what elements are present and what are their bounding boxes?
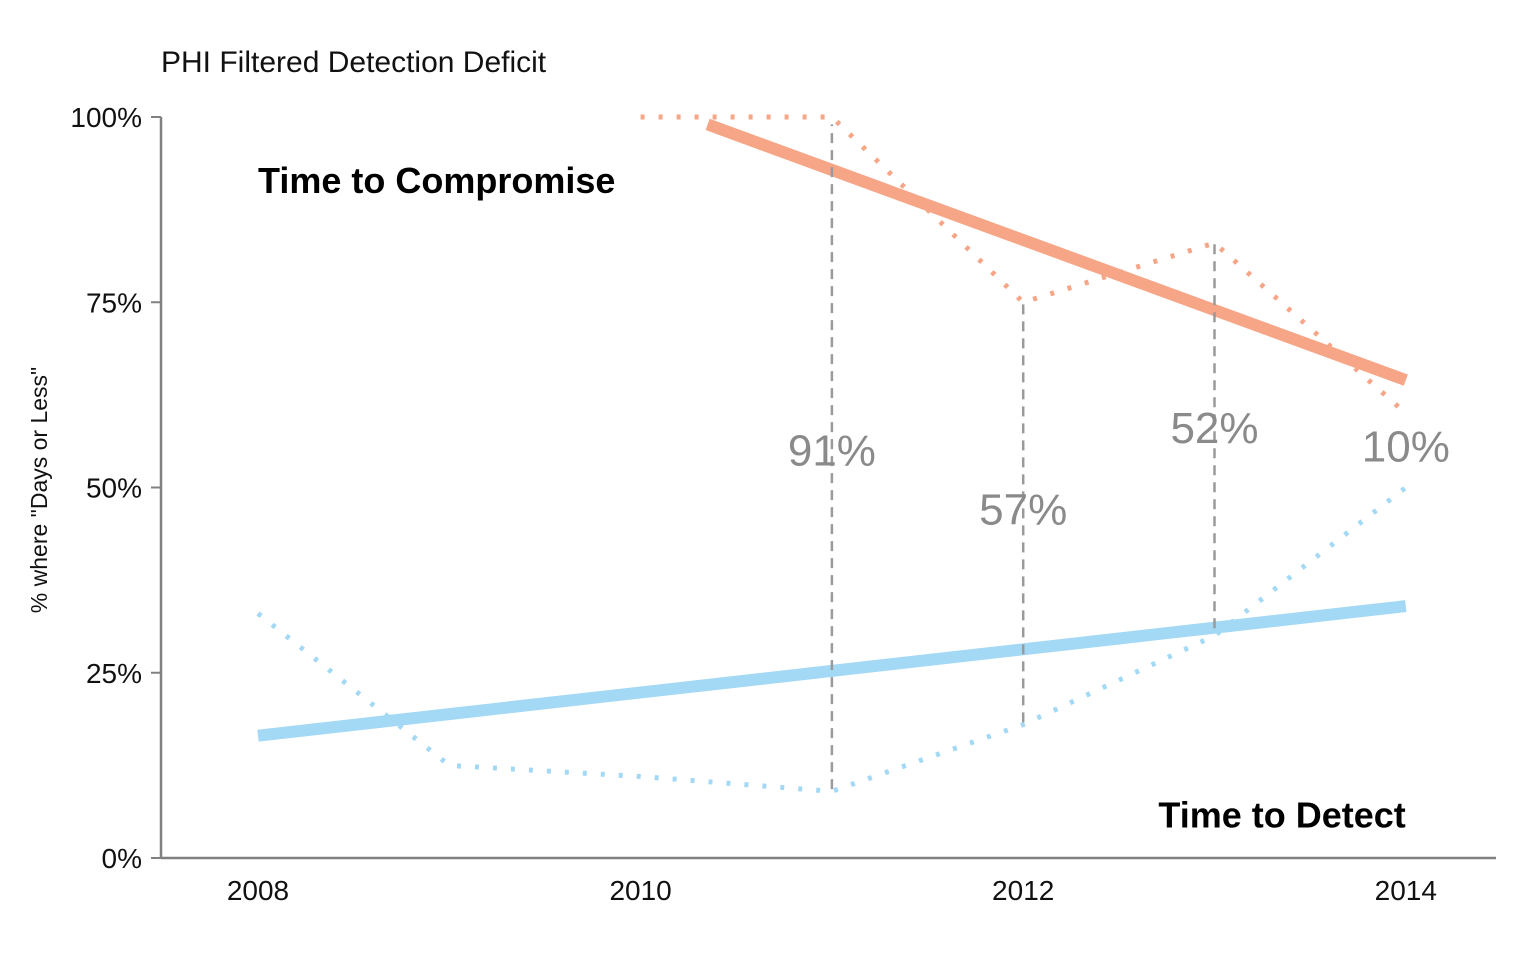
y-tick-label: 100% (70, 102, 142, 133)
time-to-compromise-trend-line (705, 118, 1408, 386)
y-axis-label: % where "Days or Less" (26, 367, 52, 613)
series-label-compromise: Time to Compromise (258, 160, 615, 201)
time-to-compromise-dotted-line (640, 114, 1408, 416)
annotations: 91% 57% 52% 10% Time to Compromise Time to De… (258, 160, 1450, 836)
gap-label: 91% (788, 426, 876, 475)
tick-labels: 0% 25% 50% 75% 100% 2008 2010 2012 2014 (70, 102, 1437, 906)
y-tick-label: 0% (102, 843, 142, 874)
y-tick-label: 25% (86, 658, 142, 689)
x-tick-label: 2012 (992, 875, 1054, 906)
y-tick-label: 75% (86, 287, 142, 318)
gap-label: 52% (1170, 404, 1258, 453)
x-tick-label: 2010 (609, 875, 671, 906)
x-tick-label: 2014 (1375, 875, 1437, 906)
series-label-detect: Time to Detect (1158, 795, 1405, 836)
gap-label: 10% (1362, 423, 1450, 472)
x-tick-label: 2008 (227, 875, 289, 906)
gap-label: 57% (979, 486, 1067, 535)
chart-title: PHI Filtered Detection Deficit (161, 46, 547, 79)
plot-area (256, 114, 1408, 794)
y-tick-label: 50% (86, 473, 142, 504)
axes (159, 117, 1496, 860)
